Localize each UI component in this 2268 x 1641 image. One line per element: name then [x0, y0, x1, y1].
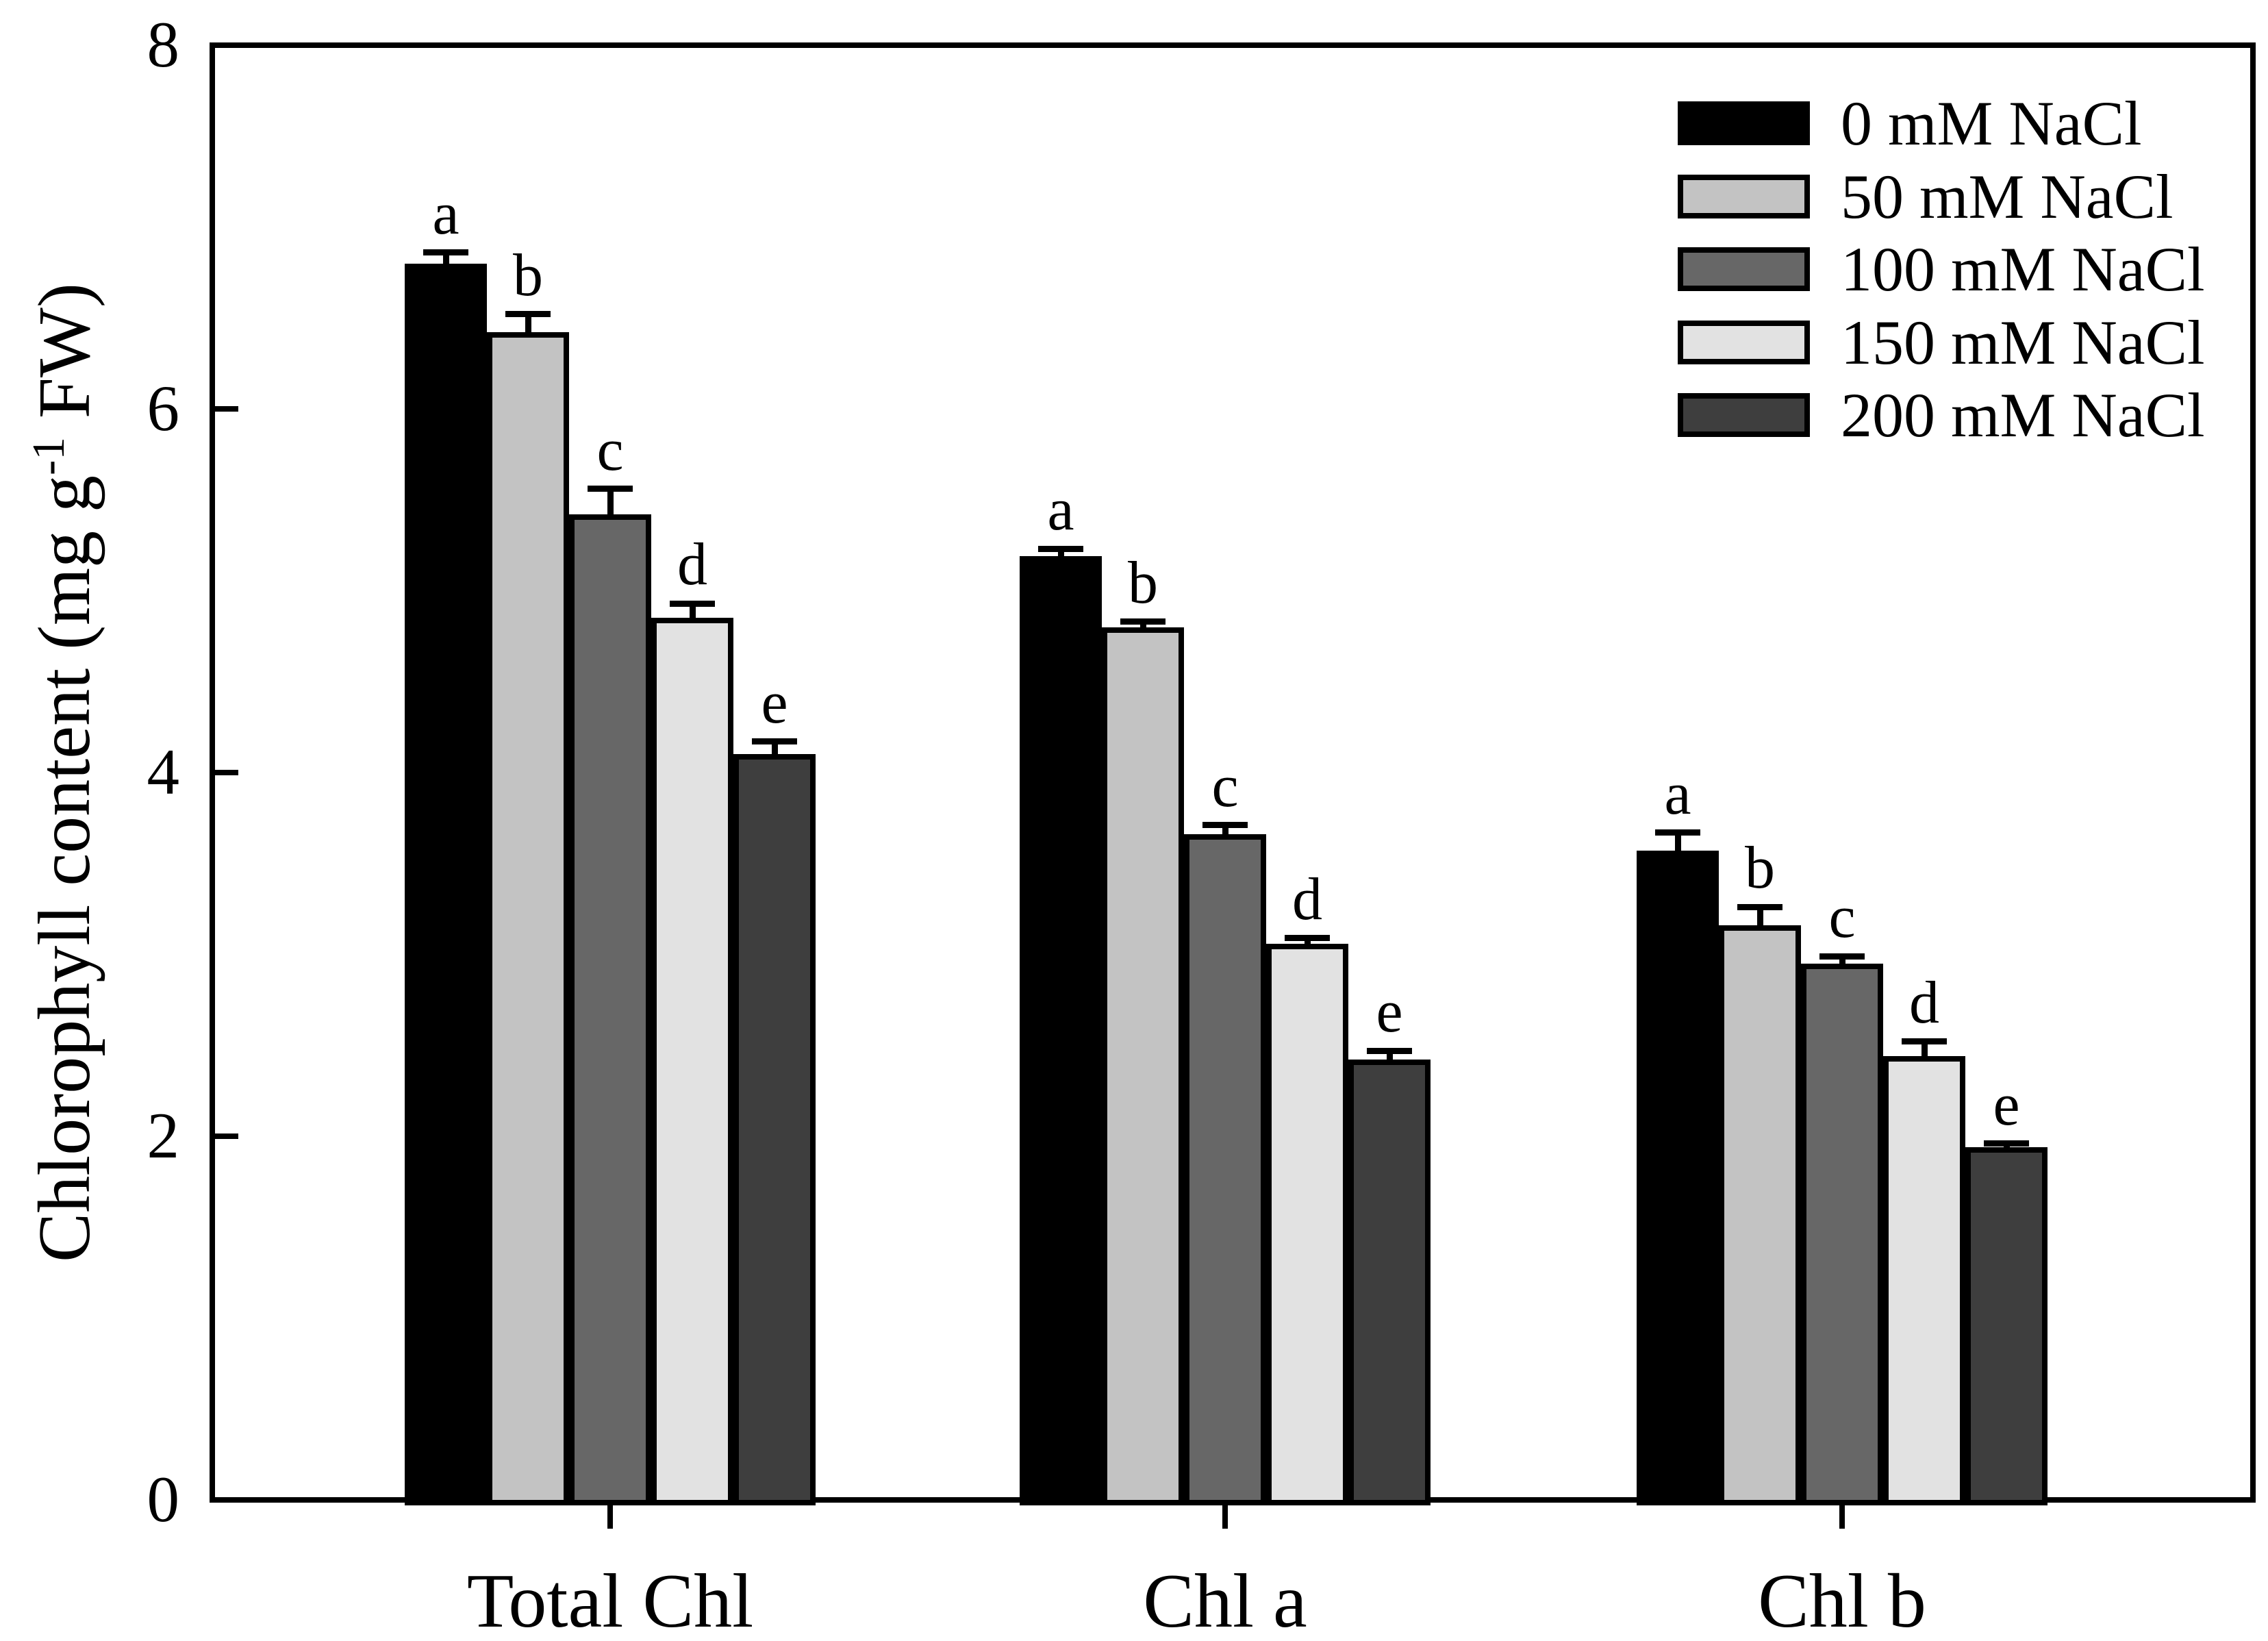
- bar: [487, 332, 569, 1505]
- error-bar-cap: [1120, 618, 1166, 625]
- legend-label: 100 mM NaCl: [1841, 234, 2205, 304]
- x-axis-category-label: Chl b: [1758, 1559, 1926, 1641]
- significance-letter: b: [513, 242, 543, 309]
- x-axis-tick: [607, 1503, 613, 1529]
- y-axis-tick: [215, 770, 238, 775]
- significance-letter: d: [677, 531, 707, 599]
- bar: [1801, 963, 1883, 1505]
- significance-letter: e: [1993, 1071, 2020, 1138]
- legend-swatch: [1678, 101, 1810, 145]
- y-axis-tick-label: 4: [147, 736, 180, 808]
- error-bar-stem: [1386, 1051, 1393, 1060]
- error-bar-cap: [1655, 829, 1700, 836]
- significance-letter: c: [596, 416, 624, 484]
- error-bar-cap: [1038, 545, 1083, 552]
- bar: [405, 263, 487, 1505]
- legend-swatch: [1678, 393, 1810, 437]
- error-bar-cap: [1902, 1038, 1947, 1045]
- error-bar-cap: [1367, 1047, 1412, 1054]
- error-bar-cap: [752, 738, 797, 745]
- legend-label: 200 mM NaCl: [1841, 380, 2205, 450]
- bar: [651, 618, 733, 1505]
- error-bar-stem: [689, 603, 696, 618]
- bar: [1883, 1056, 1965, 1505]
- y-axis-tick: [215, 1133, 238, 1139]
- bar: [733, 754, 816, 1505]
- significance-letter: a: [432, 180, 459, 247]
- y-axis-tick-label: 6: [147, 372, 180, 444]
- x-axis-category-label: Total Chl: [466, 1559, 754, 1641]
- error-bar-cap: [1819, 953, 1865, 960]
- error-bar-cap: [1285, 935, 1330, 942]
- x-axis-tick: [1222, 1503, 1228, 1529]
- y-axis-tick: [215, 406, 238, 412]
- error-bar-stem: [1921, 1041, 1928, 1057]
- significance-letter: d: [1909, 969, 1939, 1036]
- significance-letter: e: [761, 669, 788, 736]
- legend-swatch: [1678, 320, 1810, 364]
- error-bar-stem: [1839, 956, 1845, 964]
- significance-letter: e: [1376, 979, 1403, 1046]
- error-bar-cap: [1737, 903, 1782, 910]
- significance-letter: c: [1211, 753, 1239, 820]
- bar: [1102, 627, 1184, 1505]
- error-bar-cap: [505, 311, 551, 318]
- y-axis-tick-label: 0: [147, 1463, 180, 1536]
- bar: [1348, 1060, 1431, 1505]
- error-bar-stem: [771, 741, 778, 755]
- error-bar-cap: [1202, 822, 1248, 829]
- y-axis-tick-label: 8: [147, 8, 180, 81]
- error-bar-stem: [1674, 832, 1681, 851]
- error-bar-cap: [1984, 1140, 2029, 1147]
- significance-letter: a: [1664, 760, 1691, 827]
- bar: [1637, 851, 1719, 1505]
- legend-swatch: [1678, 174, 1810, 218]
- significance-letter: a: [1047, 477, 1074, 544]
- legend-swatch: [1678, 247, 1810, 291]
- significance-letter: c: [1828, 884, 1856, 951]
- error-bar-cap: [670, 600, 715, 607]
- error-bar-cap: [588, 486, 633, 492]
- error-bar-stem: [607, 488, 614, 514]
- x-axis-category-label: Chl a: [1143, 1559, 1307, 1641]
- y-axis-tick-label: 2: [147, 1099, 180, 1172]
- y-axis-label-superscript: -1: [23, 437, 74, 475]
- error-bar-stem: [1222, 825, 1228, 835]
- error-bar-stem: [442, 252, 449, 264]
- legend-label: 50 mM NaCl: [1841, 161, 2174, 231]
- error-bar-stem: [525, 314, 531, 333]
- significance-letter: b: [1745, 835, 1775, 902]
- bar: [1965, 1147, 2048, 1505]
- bar: [1020, 556, 1102, 1505]
- bar: [569, 514, 651, 1505]
- error-bar-stem: [1756, 907, 1763, 926]
- bar: [1184, 834, 1266, 1505]
- x-axis-tick: [1839, 1503, 1845, 1529]
- legend-label: 150 mM NaCl: [1841, 307, 2205, 377]
- legend-label: 0 mM NaCl: [1841, 88, 2142, 158]
- bar: [1266, 943, 1348, 1505]
- error-bar-cap: [423, 249, 468, 256]
- bar: [1719, 925, 1801, 1505]
- significance-letter: d: [1292, 866, 1322, 933]
- significance-letter: b: [1128, 549, 1158, 616]
- error-bar-stem: [1057, 549, 1064, 557]
